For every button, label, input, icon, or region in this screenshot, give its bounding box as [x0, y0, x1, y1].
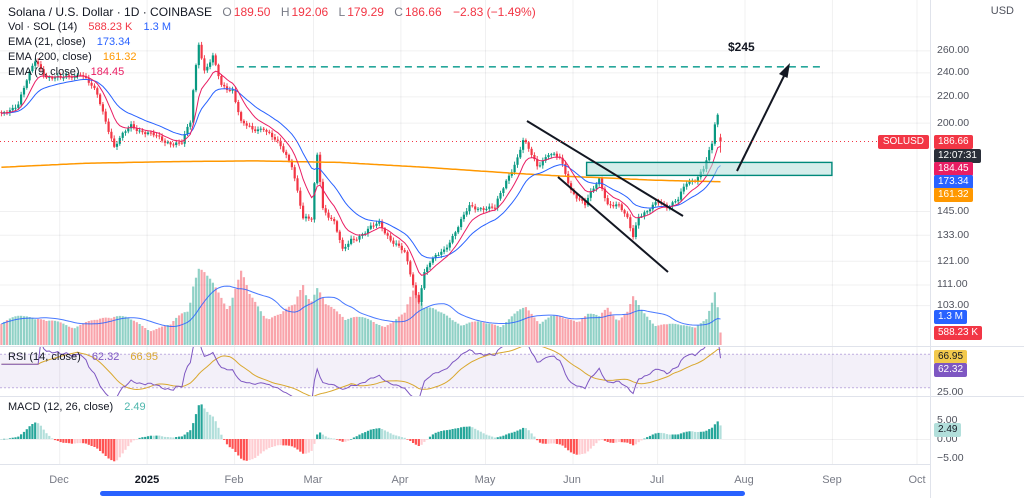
- symbol-legend-row: Solana / U.S. Dollar · 1D · COINBASE O 18…: [8, 5, 536, 19]
- price-tick: 240.00: [937, 66, 970, 78]
- volume-value: 588.23 K: [88, 21, 133, 33]
- rsi-ma-value: 66.95: [130, 351, 158, 363]
- ema9-badge: 184.45: [934, 162, 973, 176]
- macd-hist-badge: 2.49: [934, 423, 962, 437]
- pane-separator-rsi[interactable]: [0, 346, 1024, 347]
- macd-histogram: [0, 404, 930, 462]
- time-label-jul: Jul: [649, 474, 665, 486]
- ema21-legend-row: EMA (21, close) 173.34: [8, 35, 536, 49]
- time-label-apr: Apr: [391, 474, 409, 486]
- rsi-value-badge: 62.32: [934, 363, 968, 377]
- rsi-ma-line[interactable]: [1, 344, 721, 397]
- volume-ma-value: 1.3 M: [143, 21, 171, 33]
- open-value: 189.50: [233, 5, 271, 19]
- time-label-aug: Aug: [734, 474, 754, 486]
- drawings: [0, 63, 930, 273]
- price-tick: 121.00: [937, 255, 970, 267]
- trendline-lower[interactable]: [557, 176, 669, 273]
- ema9-value: 184.45: [90, 66, 125, 78]
- price-tick: 111.00: [937, 278, 968, 290]
- time-label-mar: Mar: [303, 474, 323, 486]
- ema9-line[interactable]: [1, 70, 721, 276]
- price-tick: 145.00: [937, 205, 970, 217]
- time-scale[interactable]: Dec 2025 Feb Mar Apr May Jun Jul Aug Sep Oct: [0, 464, 930, 498]
- rsi-legend: RSI (14, close) 62.32 66.95: [8, 351, 158, 363]
- ema9-legend-row: EMA (9, close) 184.45: [8, 65, 536, 79]
- breakout-arrow[interactable]: [736, 63, 790, 172]
- time-label-dec: Dec: [49, 474, 69, 486]
- open-label: O: [222, 5, 232, 19]
- close-value: 186.66: [404, 5, 442, 19]
- ema200-indicator-label[interactable]: EMA (200, close): [8, 51, 92, 63]
- rsi-ma-badge: 66.95: [934, 350, 968, 364]
- macd-tick: −5.00: [937, 452, 964, 464]
- rsi-indicator-label[interactable]: RSI (14, close): [8, 351, 81, 363]
- volume-indicator-label[interactable]: Vol · SOL (14): [8, 21, 78, 33]
- last-price-badge: 186.66: [934, 135, 973, 149]
- price-tick: 260.00: [937, 44, 970, 56]
- grid: [0, 0, 930, 464]
- countdown-badge: 12:07:31: [934, 149, 981, 163]
- main-legend: Solana / U.S. Dollar · 1D · COINBASE O 18…: [8, 5, 536, 80]
- ema200-badge: 161.32: [934, 188, 973, 202]
- volume-legend-row: Vol · SOL (14) 588.23 K 1.3 M: [8, 20, 536, 34]
- low-label: L: [338, 5, 346, 19]
- ema200-line[interactable]: [1, 160, 721, 183]
- macd-legend: MACD (12, 26, close) 2.49: [8, 401, 146, 413]
- symbol-name-badge: SOLUSD: [877, 135, 929, 149]
- currency-label[interactable]: USD: [990, 5, 1014, 17]
- time-label-jun: Jun: [563, 474, 581, 486]
- rsi-line[interactable]: [1, 336, 721, 404]
- horizontal-scrollbar[interactable]: [100, 491, 745, 496]
- zone-rectangle[interactable]: [585, 161, 833, 177]
- pane-separator-macd[interactable]: [0, 396, 1024, 397]
- close-label: C: [394, 5, 403, 19]
- price-tick: 200.00: [937, 117, 970, 129]
- low-value: 179.29: [347, 5, 384, 19]
- time-label-oct: Oct: [908, 474, 926, 486]
- ema21-line[interactable]: [1, 78, 721, 259]
- ema200-legend-row: EMA (200, close) 161.32: [8, 50, 536, 64]
- time-label-may: May: [474, 474, 496, 486]
- time-label-feb: Feb: [224, 474, 244, 486]
- change-value: −2.83 (−1.49%): [452, 5, 536, 19]
- price-scale[interactable]: USD 260.00 240.00 220.00 200.00 145.00 133.00…: [930, 0, 1024, 498]
- high-value: 192.06: [291, 5, 329, 19]
- time-label-sep: Sep: [822, 474, 842, 486]
- volume-series: [0, 268, 722, 345]
- price-tick: 220.00: [937, 90, 970, 102]
- rsi-band: [0, 353, 930, 389]
- ema21-badge: 173.34: [934, 175, 973, 189]
- macd-indicator-label[interactable]: MACD (12, 26, close): [8, 401, 114, 413]
- price-tick: 103.00: [937, 299, 970, 311]
- volume-ma-line: [1, 285, 721, 327]
- rsi-tick: 25.00: [937, 386, 964, 398]
- price-tick: 133.00: [937, 229, 970, 241]
- volume-value-badge: 588.23 K: [934, 326, 983, 340]
- volume-ma-badge: 1.3 M: [934, 310, 968, 324]
- rsi-value: 62.32: [91, 351, 120, 363]
- high-label: H: [280, 5, 290, 19]
- price-target-label[interactable]: $245: [728, 40, 755, 54]
- ema200-value: 161.32: [102, 51, 137, 63]
- symbol-title[interactable]: Solana / U.S. Dollar · 1D · COINBASE: [8, 5, 213, 19]
- macd-value: 2.49: [124, 401, 146, 413]
- ema21-indicator-label[interactable]: EMA (21, close): [8, 36, 86, 48]
- ema9-indicator-label[interactable]: EMA (9, close): [8, 66, 80, 78]
- time-label-2025: 2025: [134, 474, 160, 486]
- trendline-upper[interactable]: [526, 120, 684, 217]
- ema21-value: 173.34: [96, 36, 131, 48]
